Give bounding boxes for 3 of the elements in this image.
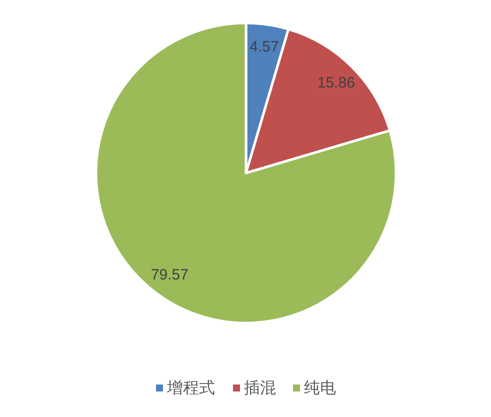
legend-label: 增程式 <box>166 378 215 396</box>
legend-label: 纯电 <box>304 378 336 396</box>
legend-label: 插混 <box>244 380 276 396</box>
